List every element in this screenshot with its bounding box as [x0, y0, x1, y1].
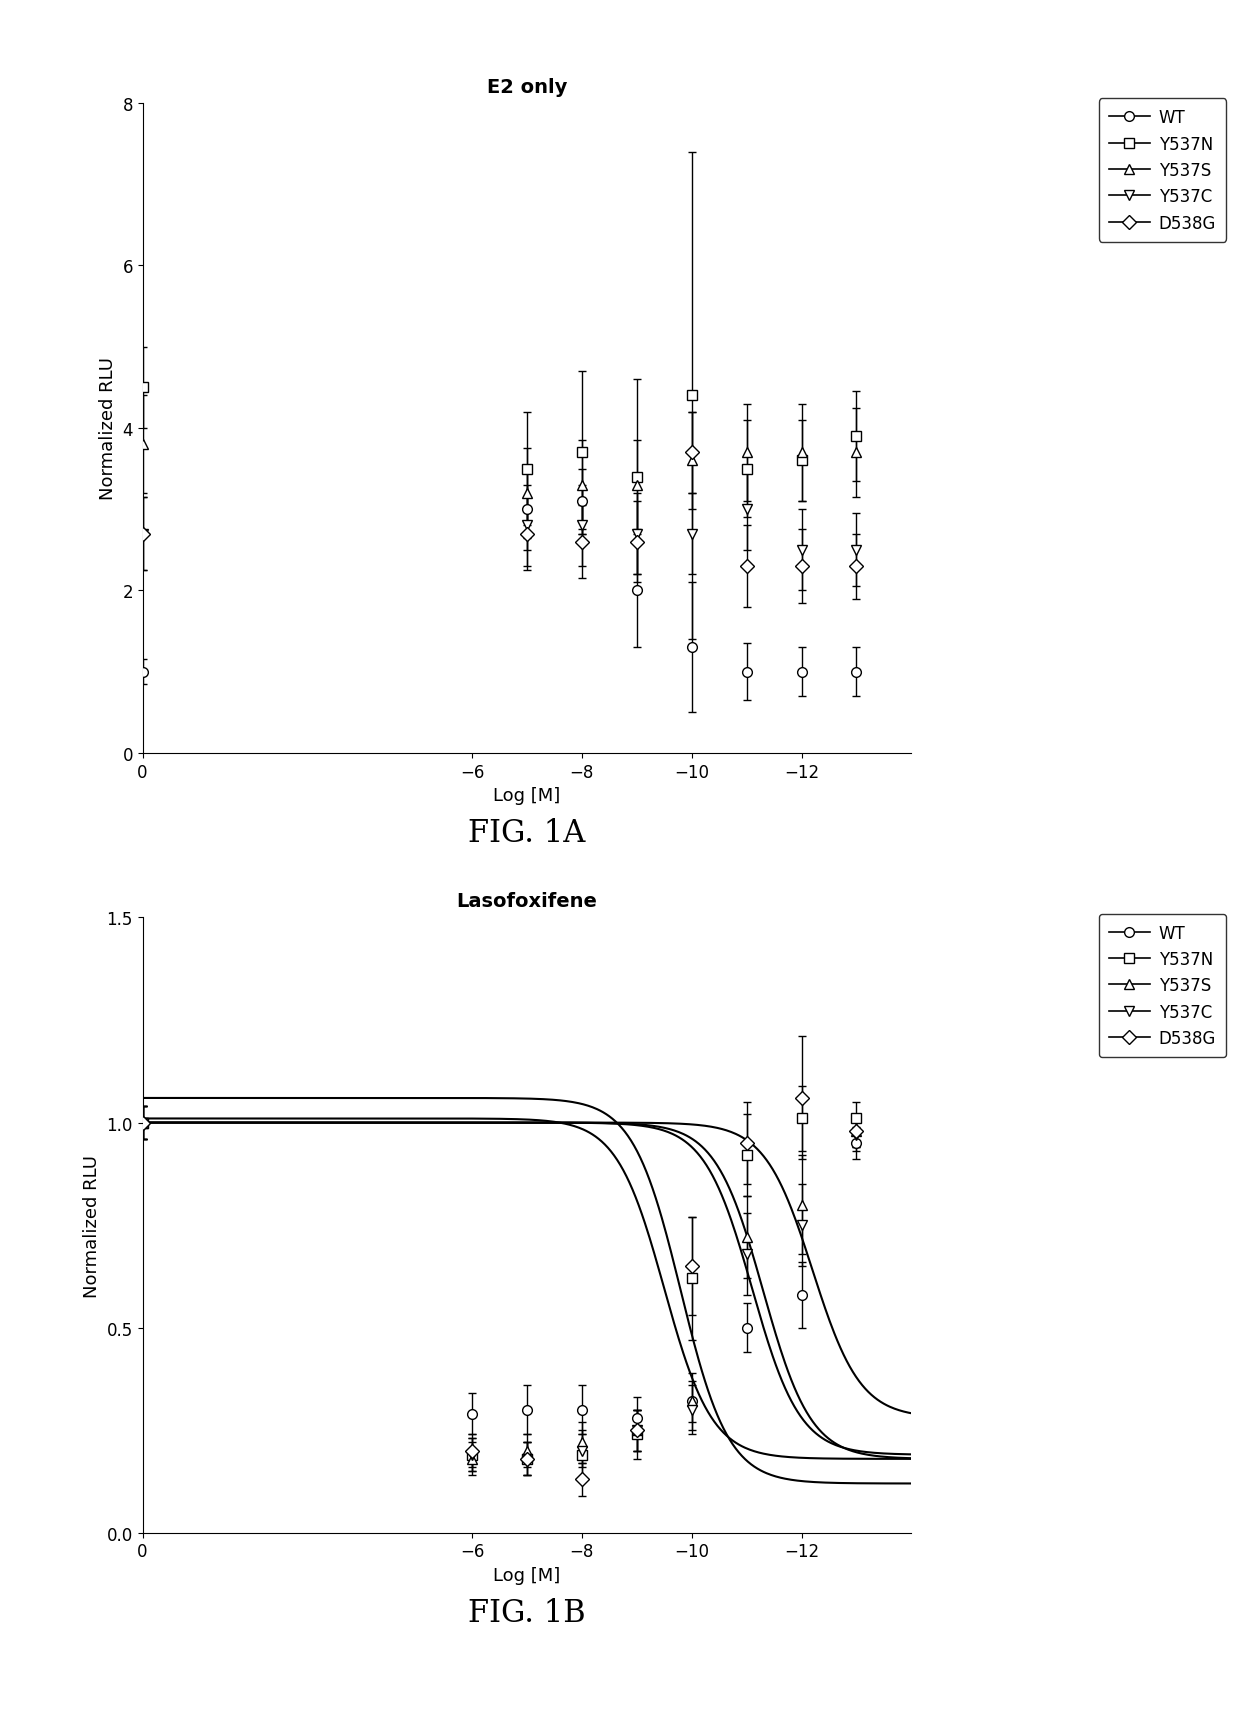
X-axis label: Log [M]: Log [M] — [494, 1566, 560, 1585]
Title: Lasofoxifene: Lasofoxifene — [456, 892, 598, 911]
Legend: WT, Y537N, Y537S, Y537C, D538G: WT, Y537N, Y537S, Y537C, D538G — [1099, 99, 1226, 242]
Text: FIG. 1A: FIG. 1A — [469, 818, 585, 849]
Y-axis label: Normalized RLU: Normalized RLU — [83, 1154, 100, 1297]
Text: FIG. 1B: FIG. 1B — [469, 1597, 585, 1628]
X-axis label: Log [M]: Log [M] — [494, 786, 560, 805]
Y-axis label: Normalized RLU: Normalized RLU — [99, 357, 117, 501]
Legend: WT, Y537N, Y537S, Y537C, D538G: WT, Y537N, Y537S, Y537C, D538G — [1099, 914, 1226, 1057]
Title: E2 only: E2 only — [487, 78, 567, 97]
